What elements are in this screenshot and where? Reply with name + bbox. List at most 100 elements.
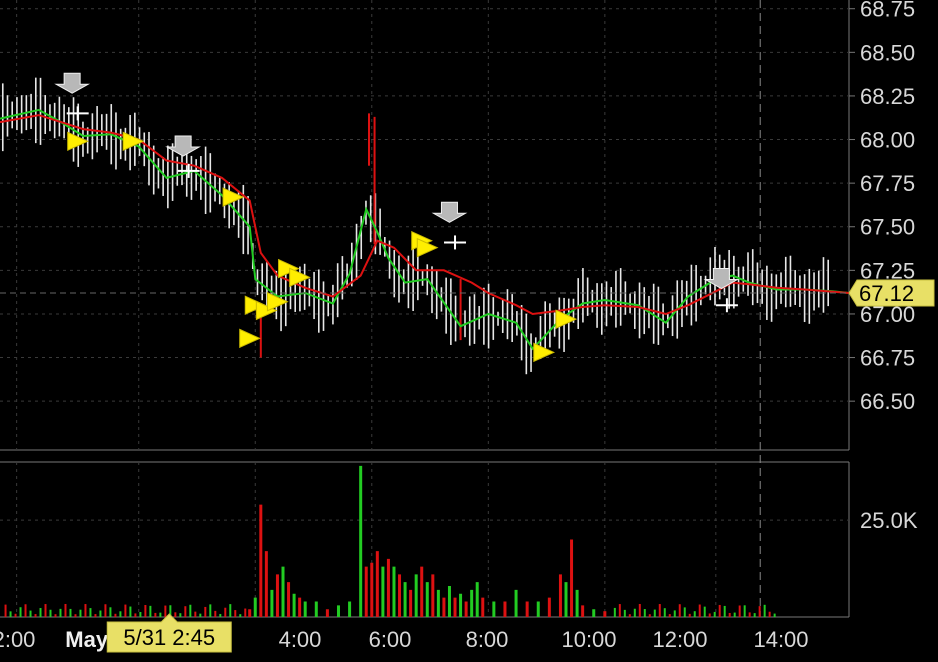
volume-bar [638,603,641,617]
volume-bar [169,605,172,617]
volume-bar [270,589,274,617]
price-tick-label: 68.00 [860,128,915,153]
volume-bar [259,504,263,617]
ema_slow-line [0,114,850,316]
volume-bar [59,608,62,617]
volume-bar [503,601,507,617]
volume-tick-label: 25.0K [860,508,918,533]
time-tick-label: 4:00 [279,627,322,652]
volume-bar [219,613,222,617]
volume-bar [613,607,616,617]
volume-bar [708,613,711,617]
buy-flag-icon [244,295,267,316]
volume-bar [174,612,177,617]
volume-bar [425,582,429,617]
volume-bar [409,589,413,617]
time-tick-label: 10:00 [561,627,616,652]
volume-bar [420,566,424,617]
volume-bar [19,607,22,617]
volume-bar [359,465,363,617]
price-tick-label: 66.75 [860,346,915,371]
volume-bar [581,605,585,617]
volume-bar [204,606,207,617]
time-tick-label: 6:00 [369,627,412,652]
volume-bar [459,593,463,617]
volume-bar [623,609,626,617]
volume-bar [592,609,596,617]
volume-bar [69,608,72,617]
volume-bar [34,614,37,617]
buy-flag-icon [416,237,439,258]
volume-bar [253,597,257,617]
volume-bar [194,611,197,617]
volume-bar [763,604,766,617]
volume-bar [663,608,666,617]
time-tick-label: 8:00 [466,627,509,652]
volume-bar [124,604,127,617]
volume-bar [464,601,468,617]
volume-bar [648,614,651,617]
volume-bar [570,539,574,617]
volume-bar [668,614,671,617]
volume-bar [149,605,152,617]
volume-bar [287,582,291,617]
volume-bar [189,604,192,617]
volume-bar [104,604,107,617]
volume-bar [753,613,756,617]
volume-bar [89,608,92,617]
volume-bar [29,610,32,617]
volume-bar [44,604,47,617]
volume-bar [303,601,307,617]
sell-arrow-icon [54,72,91,94]
volume-bar [54,614,57,617]
volume-bar [119,611,122,617]
volume-bar [470,589,474,617]
volume-bar [154,612,157,617]
volume-bar [94,614,97,617]
buy-flag-icon [255,300,278,321]
volume-bar [392,566,396,617]
volume-bar [109,607,112,617]
volume-bar [547,597,551,617]
volume-bar [525,601,529,617]
buy-flag-icon [289,267,311,288]
volume-bar [431,574,435,617]
volume-bar [447,586,451,617]
volume-bar [414,574,418,617]
volume-bar [336,605,340,617]
volume-bar [564,582,568,617]
crosshair-time-box [106,613,232,653]
volume-bar [375,551,379,617]
volume-bar [144,605,147,617]
volume-bar [234,610,237,617]
last-price-label: 67.12 [859,281,914,306]
volume-bar [184,606,187,617]
volume-bar [723,605,726,617]
volume-bar [738,605,741,617]
volume-bar [403,582,407,617]
buy-flag-icon [278,258,300,279]
volume-bar [728,612,731,617]
volume-bar [603,611,607,617]
volume-bar [381,566,385,617]
buy-flag-icon [122,131,145,152]
volume-bar [199,613,202,617]
volume-bar [229,604,232,617]
time-tick-label: 12:00 [652,627,707,652]
volume-bar [678,604,681,617]
volume-bar [558,574,562,617]
volume-bar [99,610,102,617]
volume-bar [348,601,352,617]
sell-arrow-icon [703,268,740,290]
volume-bar [292,593,296,617]
price-tick-label: 68.25 [860,84,915,109]
volume-bar [139,612,142,617]
volume-bar [370,562,374,617]
volume-bar [14,613,17,617]
time-tick-label: 2:00 [0,627,35,652]
volume-bar [114,613,117,617]
volume-bar [683,607,686,617]
volume-bar [718,604,721,617]
sell-arrow-icon [165,135,202,157]
